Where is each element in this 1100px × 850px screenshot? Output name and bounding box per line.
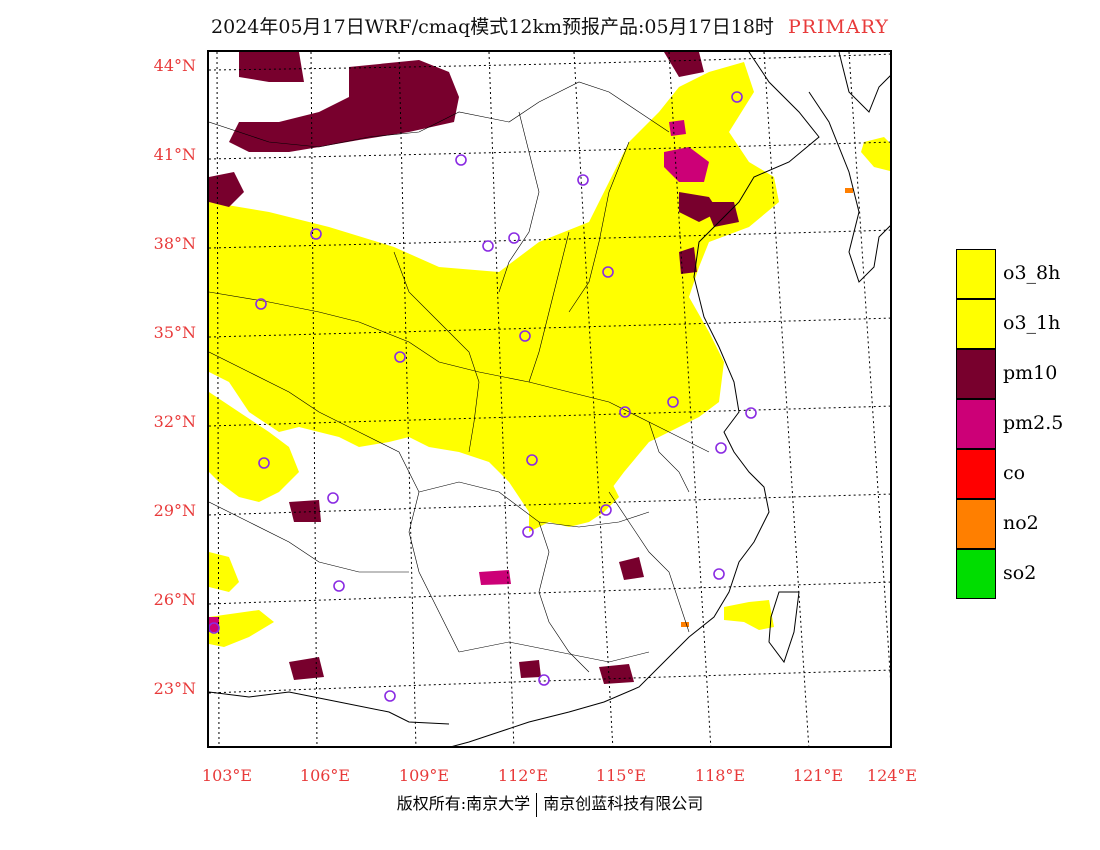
lat-label-23: 23°N [153,679,196,698]
legend-label: no2 [1003,512,1039,534]
pm25-area-layer [209,120,709,632]
map-title: 2024年05月17日WRF/cmaq模式12km预报产品:05月17日18时 P… [0,12,1100,39]
lat-label-35: 35°N [153,323,196,342]
legend-swatch [956,449,996,499]
o3-area-layer [209,62,890,647]
station-markers [209,91,757,702]
legend-swatch [956,349,996,399]
legend-swatch [956,499,996,549]
lat-label-26: 26°N [153,590,196,609]
legend-swatch [956,399,996,449]
footer-divider [536,792,538,817]
legend-label: pm2.5 [1003,412,1064,434]
legend-label: co [1003,462,1026,484]
copyright-footer: 版权所有:南京大学 南京创蓝科技有限公司 [0,790,1100,817]
lat-label-44: 44°N [153,56,196,75]
pm10-area-layer [209,52,739,684]
pollutant-map [209,52,890,746]
lat-label-38: 38°N [153,234,196,253]
title-tag: PRIMARY [787,16,889,38]
map-panel[interactable] [207,50,892,748]
legend-swatch [956,549,996,599]
legend-label: pm10 [1003,362,1058,384]
lon-label-124: 124°E [866,766,918,785]
lon-label-103: 103°E [201,766,253,785]
legend-label: o3_1h [1003,312,1061,334]
lon-label-118: 118°E [694,766,746,785]
legend-label: o3_8h [1003,262,1061,284]
copyright-right: 南京创蓝科技有限公司 [543,794,704,813]
lat-label-41: 41°N [153,145,196,164]
province-borders [209,81,710,673]
graticule [209,52,890,746]
lon-label-106: 106°E [299,766,351,785]
legend-label: so2 [1003,562,1037,584]
no2-area-layer [681,188,853,627]
coastline [209,52,890,746]
legend-swatch [956,299,996,349]
lon-label-109: 109°E [398,766,450,785]
copyright-left: 版权所有:南京大学 [396,794,531,813]
legend-swatch [956,249,996,299]
lon-label-115: 115°E [595,766,647,785]
lat-label-29: 29°N [153,501,196,520]
lon-label-121: 121°E [792,766,844,785]
lon-label-112: 112°E [497,766,549,785]
title-main: 2024年05月17日WRF/cmaq模式12km预报产品:05月17日18时 [211,16,774,38]
lat-label-32: 32°N [153,412,196,431]
